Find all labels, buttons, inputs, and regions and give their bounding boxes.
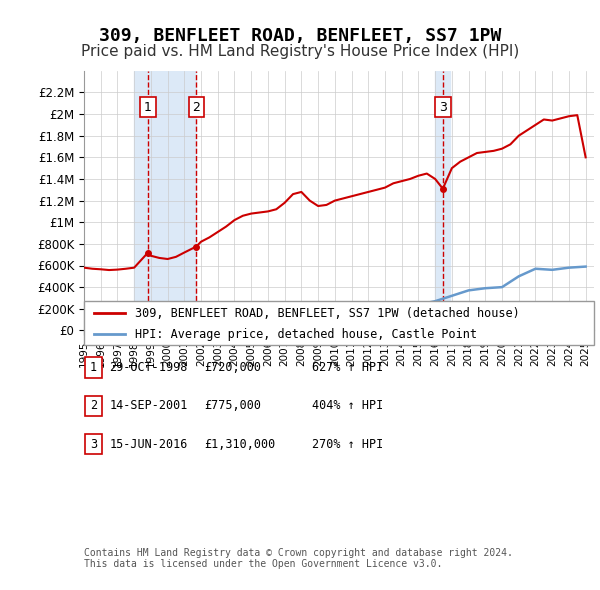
Text: 270% ↑ HPI: 270% ↑ HPI <box>312 438 383 451</box>
Text: £720,000: £720,000 <box>204 361 261 374</box>
Text: 29-OCT-1998: 29-OCT-1998 <box>109 361 188 374</box>
Text: 2: 2 <box>90 399 97 412</box>
Text: 404% ↑ HPI: 404% ↑ HPI <box>312 399 383 412</box>
FancyBboxPatch shape <box>84 301 594 345</box>
Text: Price paid vs. HM Land Registry's House Price Index (HPI): Price paid vs. HM Land Registry's House … <box>81 44 519 59</box>
Text: 627% ↑ HPI: 627% ↑ HPI <box>312 361 383 374</box>
Text: £1,310,000: £1,310,000 <box>204 438 275 451</box>
Text: HPI: Average price, detached house, Castle Point: HPI: Average price, detached house, Cast… <box>135 327 477 340</box>
Text: 15-JUN-2016: 15-JUN-2016 <box>109 438 188 451</box>
Text: 309, BENFLEET ROAD, BENFLEET, SS7 1PW: 309, BENFLEET ROAD, BENFLEET, SS7 1PW <box>99 27 501 45</box>
Text: 3: 3 <box>90 438 97 451</box>
Bar <box>134 71 196 330</box>
FancyBboxPatch shape <box>85 358 102 378</box>
Text: 1: 1 <box>144 101 152 114</box>
Text: 309, BENFLEET ROAD, BENFLEET, SS7 1PW (detached house): 309, BENFLEET ROAD, BENFLEET, SS7 1PW (d… <box>135 307 520 320</box>
Text: 1: 1 <box>90 361 97 374</box>
Text: 2: 2 <box>192 101 200 114</box>
FancyBboxPatch shape <box>85 434 102 454</box>
Text: 3: 3 <box>439 101 447 114</box>
Text: 14-SEP-2001: 14-SEP-2001 <box>109 399 188 412</box>
Bar <box>435 71 450 330</box>
Text: £775,000: £775,000 <box>204 399 261 412</box>
FancyBboxPatch shape <box>85 396 102 416</box>
Text: Contains HM Land Registry data © Crown copyright and database right 2024.
This d: Contains HM Land Registry data © Crown c… <box>84 548 513 569</box>
